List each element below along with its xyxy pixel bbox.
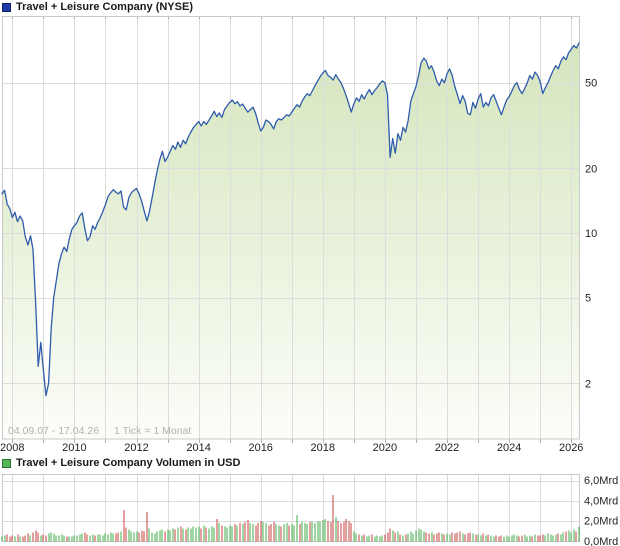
x-axis-year-label: 2010 — [62, 442, 86, 454]
volume-chart-title: Travel + Leisure Company Volumen in USD — [16, 457, 241, 469]
price-line — [1, 42, 580, 397]
price-chart-legend: Travel + Leisure Company (NYSE) — [2, 1, 193, 13]
volume-bars — [1, 494, 580, 542]
price-axis-label: 20 — [585, 163, 597, 175]
volume-axis-label: 2,0Mrd — [584, 516, 618, 528]
x-axis-year-label: 2018 — [311, 442, 335, 454]
price-series-swatch-icon — [2, 2, 11, 12]
volume-chart-legend: Travel + Leisure Company Volumen in USD — [2, 457, 240, 469]
gridlines — [2, 16, 580, 542]
x-axis-year-label: 2020 — [373, 442, 397, 454]
volume-axis-label: 4,0Mrd — [584, 495, 618, 507]
tick-interval-label: 1 Tick = 1 Monat — [114, 425, 192, 437]
price-axis-label: 5 — [585, 293, 591, 305]
price-axis-label: 10 — [585, 228, 597, 240]
date-range-label: 04.09.07 - 17.04.26 — [8, 425, 100, 437]
price-axis-label: 50 — [585, 78, 597, 90]
x-axis-year-label: 2014 — [186, 442, 210, 454]
x-axis-year-label: 2016 — [248, 442, 272, 454]
x-axis-year-label: 2008 — [0, 442, 24, 454]
volume-axis-label: 6,0Mrd — [584, 475, 618, 487]
x-axis-year-label: 2024 — [497, 442, 521, 454]
x-axis-year-label: 2012 — [124, 442, 148, 454]
date-range-info: 04.09.07 - 17.04.26 1 Tick = 1 Monat — [8, 425, 191, 437]
price-area-fill — [2, 43, 579, 439]
x-axis-year-label: 2026 — [559, 442, 583, 454]
plot-borders — [2, 16, 580, 542]
volume-series-swatch-icon — [2, 458, 11, 468]
price-axis-label: 2 — [585, 378, 591, 390]
x-axis-year-label: 2022 — [435, 442, 459, 454]
axis-labels: 2008 2010 2012 2014 2016 2018 2020 2022 2024 2026… — [0, 78, 618, 546]
price-chart-title: Travel + Leisure Company (NYSE) — [16, 1, 193, 13]
volume-axis-label: 0,0Mrd — [584, 536, 618, 546]
